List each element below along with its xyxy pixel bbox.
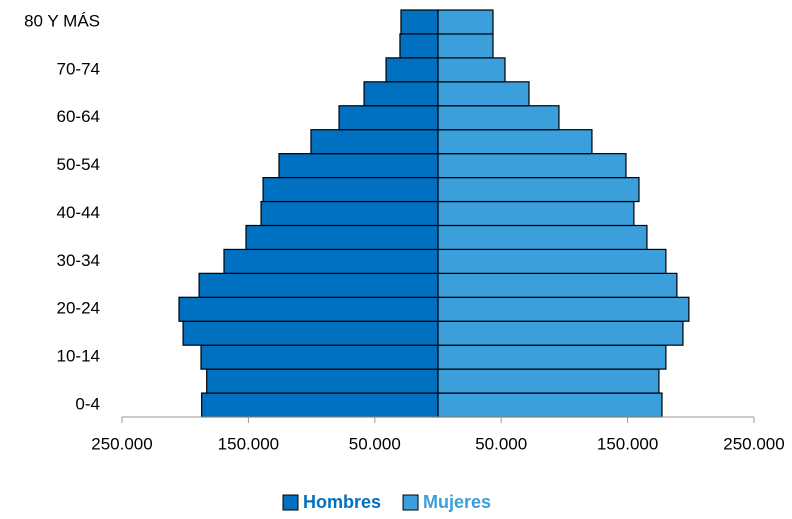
legend-label: Hombres	[303, 492, 381, 512]
bar	[437, 272, 678, 298]
bar	[338, 105, 439, 131]
bar	[437, 57, 506, 83]
bar	[437, 368, 660, 394]
bar	[363, 81, 439, 107]
bar	[437, 296, 690, 322]
bar	[437, 153, 627, 179]
x-tick-label: 250.000	[723, 434, 784, 453]
bar	[437, 344, 667, 370]
legend: Hombres Mujeres	[282, 492, 491, 512]
bar	[437, 200, 635, 227]
bar	[278, 153, 439, 179]
y-tick-label: 40-44	[57, 203, 100, 222]
x-tick-label: 50.000	[349, 434, 401, 453]
y-tick-label: 30-34	[57, 251, 100, 270]
y-tick-label: 10-14	[57, 347, 100, 366]
bar	[437, 392, 663, 418]
bar	[437, 129, 593, 155]
x-tick-label: 150.000	[218, 434, 279, 453]
x-tick-label: 50.000	[475, 434, 527, 453]
legend-swatch	[282, 494, 299, 511]
x-tick-label: 150.000	[597, 434, 658, 453]
bar	[437, 320, 684, 346]
legend-label: Mujeres	[423, 492, 491, 512]
bar	[262, 176, 439, 203]
bar	[201, 392, 439, 418]
y-tick-label: 0-4	[75, 395, 100, 414]
bar	[437, 248, 667, 274]
bar	[198, 272, 439, 298]
bar	[385, 57, 439, 83]
bar	[182, 320, 439, 346]
bar	[399, 33, 439, 59]
bar	[437, 9, 494, 35]
bar	[178, 296, 439, 322]
y-tick-label: 70-74	[57, 59, 100, 78]
bar	[437, 105, 560, 131]
bar	[260, 200, 439, 227]
bar	[437, 81, 530, 107]
bar	[310, 129, 439, 155]
bar	[200, 344, 439, 370]
bar	[437, 33, 494, 59]
y-tick-label: 50-54	[57, 155, 100, 174]
bar	[400, 9, 439, 35]
legend-swatch	[402, 494, 419, 511]
bar	[437, 224, 648, 251]
y-tick-label: 20-24	[57, 299, 100, 318]
bar	[223, 248, 439, 274]
y-tick-label: 60-64	[57, 107, 100, 126]
x-tick-label: 250.000	[91, 434, 152, 453]
bar	[437, 176, 640, 203]
y-tick-label: 80 Y MÁS	[24, 11, 100, 30]
bar	[206, 368, 439, 394]
bar	[245, 224, 439, 251]
